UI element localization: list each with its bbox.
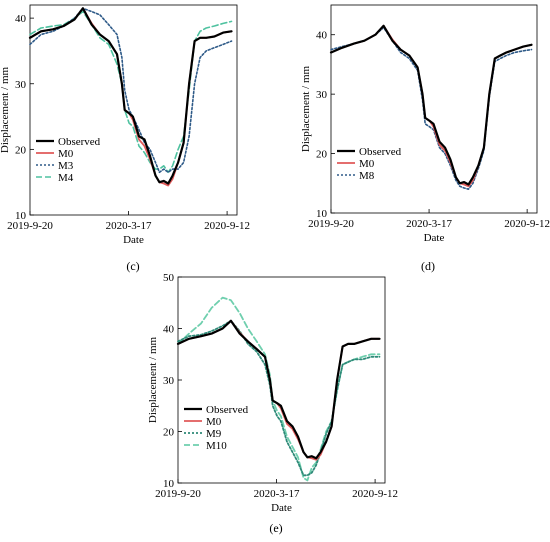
x-tick-label: 2020-9-12	[352, 488, 398, 500]
legend-label: M0	[359, 158, 375, 170]
x-tick-label: 2020-3-17	[406, 218, 452, 230]
y-tick-label: 30	[316, 89, 328, 101]
y-tick-label: 50	[163, 272, 175, 284]
legend-label: Observed	[359, 146, 402, 158]
x-axis-label: Date	[271, 502, 292, 514]
legend-label: Observed	[206, 404, 249, 416]
legend-label: M10	[206, 440, 227, 452]
y-tick-label: 20	[15, 144, 27, 156]
legend-label: M3	[58, 160, 74, 172]
legend-label: M4	[58, 172, 74, 184]
x-tick-label: 2020-9-12	[504, 218, 550, 230]
y-tick-label: 10	[163, 478, 175, 490]
series-line-observed	[176, 319, 381, 460]
y-tick-label: 30	[15, 79, 27, 91]
y-axis-label: Displacement / mm	[0, 66, 11, 153]
legend-label: M9	[206, 428, 222, 440]
plot-frame	[29, 4, 238, 216]
chart-panel-2: 10 20 30 40 2019-9-20 2020-3-17 2020-9-12 Date D…	[300, 4, 550, 273]
x-tick-label: 2020-3-17	[106, 220, 152, 232]
x-tick-label: 2020-3-17	[254, 488, 300, 500]
x-tick-label: 2019-9-20	[7, 220, 53, 232]
y-axis-label: Displacement / mm	[147, 336, 159, 423]
y-tick-label: 40	[316, 30, 328, 42]
panel-label: (d)	[421, 259, 435, 273]
y-tick-label: 40	[163, 324, 175, 336]
x-tick-label: 2019-9-20	[308, 218, 354, 230]
x-axis-label: Date	[123, 234, 144, 246]
y-tick-label: 40	[15, 13, 27, 25]
plot-frame	[177, 276, 386, 484]
panel-label: (c)	[126, 259, 139, 273]
y-tick-label: 20	[163, 427, 175, 439]
x-axis-label: Date	[424, 232, 445, 244]
legend-label: M0	[58, 148, 74, 160]
series-line-observed	[329, 24, 533, 186]
legend-label: Observed	[58, 136, 101, 148]
plot-frame	[330, 4, 538, 214]
legend-label: M0	[206, 416, 222, 428]
chart-panel-1: 10 20 30 40 2019-9-20 2020-3-17 2020-9-12 Date D…	[0, 4, 250, 273]
y-tick-label: 20	[316, 149, 328, 161]
series-line-observed	[28, 7, 233, 185]
y-axis-label: Displacement / mm	[300, 65, 312, 152]
legend-label: M8	[359, 170, 375, 182]
y-tick-label: 30	[163, 375, 175, 387]
y-tick-label: 10	[15, 210, 27, 222]
chart-panel-3: 10 20 30 40 50 2019-9-20 2020-3-17 2020-9-12 Dat…	[147, 272, 398, 535]
panel-label: (e)	[269, 521, 282, 535]
x-tick-label: 2019-9-20	[155, 488, 201, 500]
y-tick-label: 10	[316, 208, 328, 220]
series-line-m10	[177, 296, 381, 482]
x-tick-label: 2020-9-12	[204, 220, 250, 232]
